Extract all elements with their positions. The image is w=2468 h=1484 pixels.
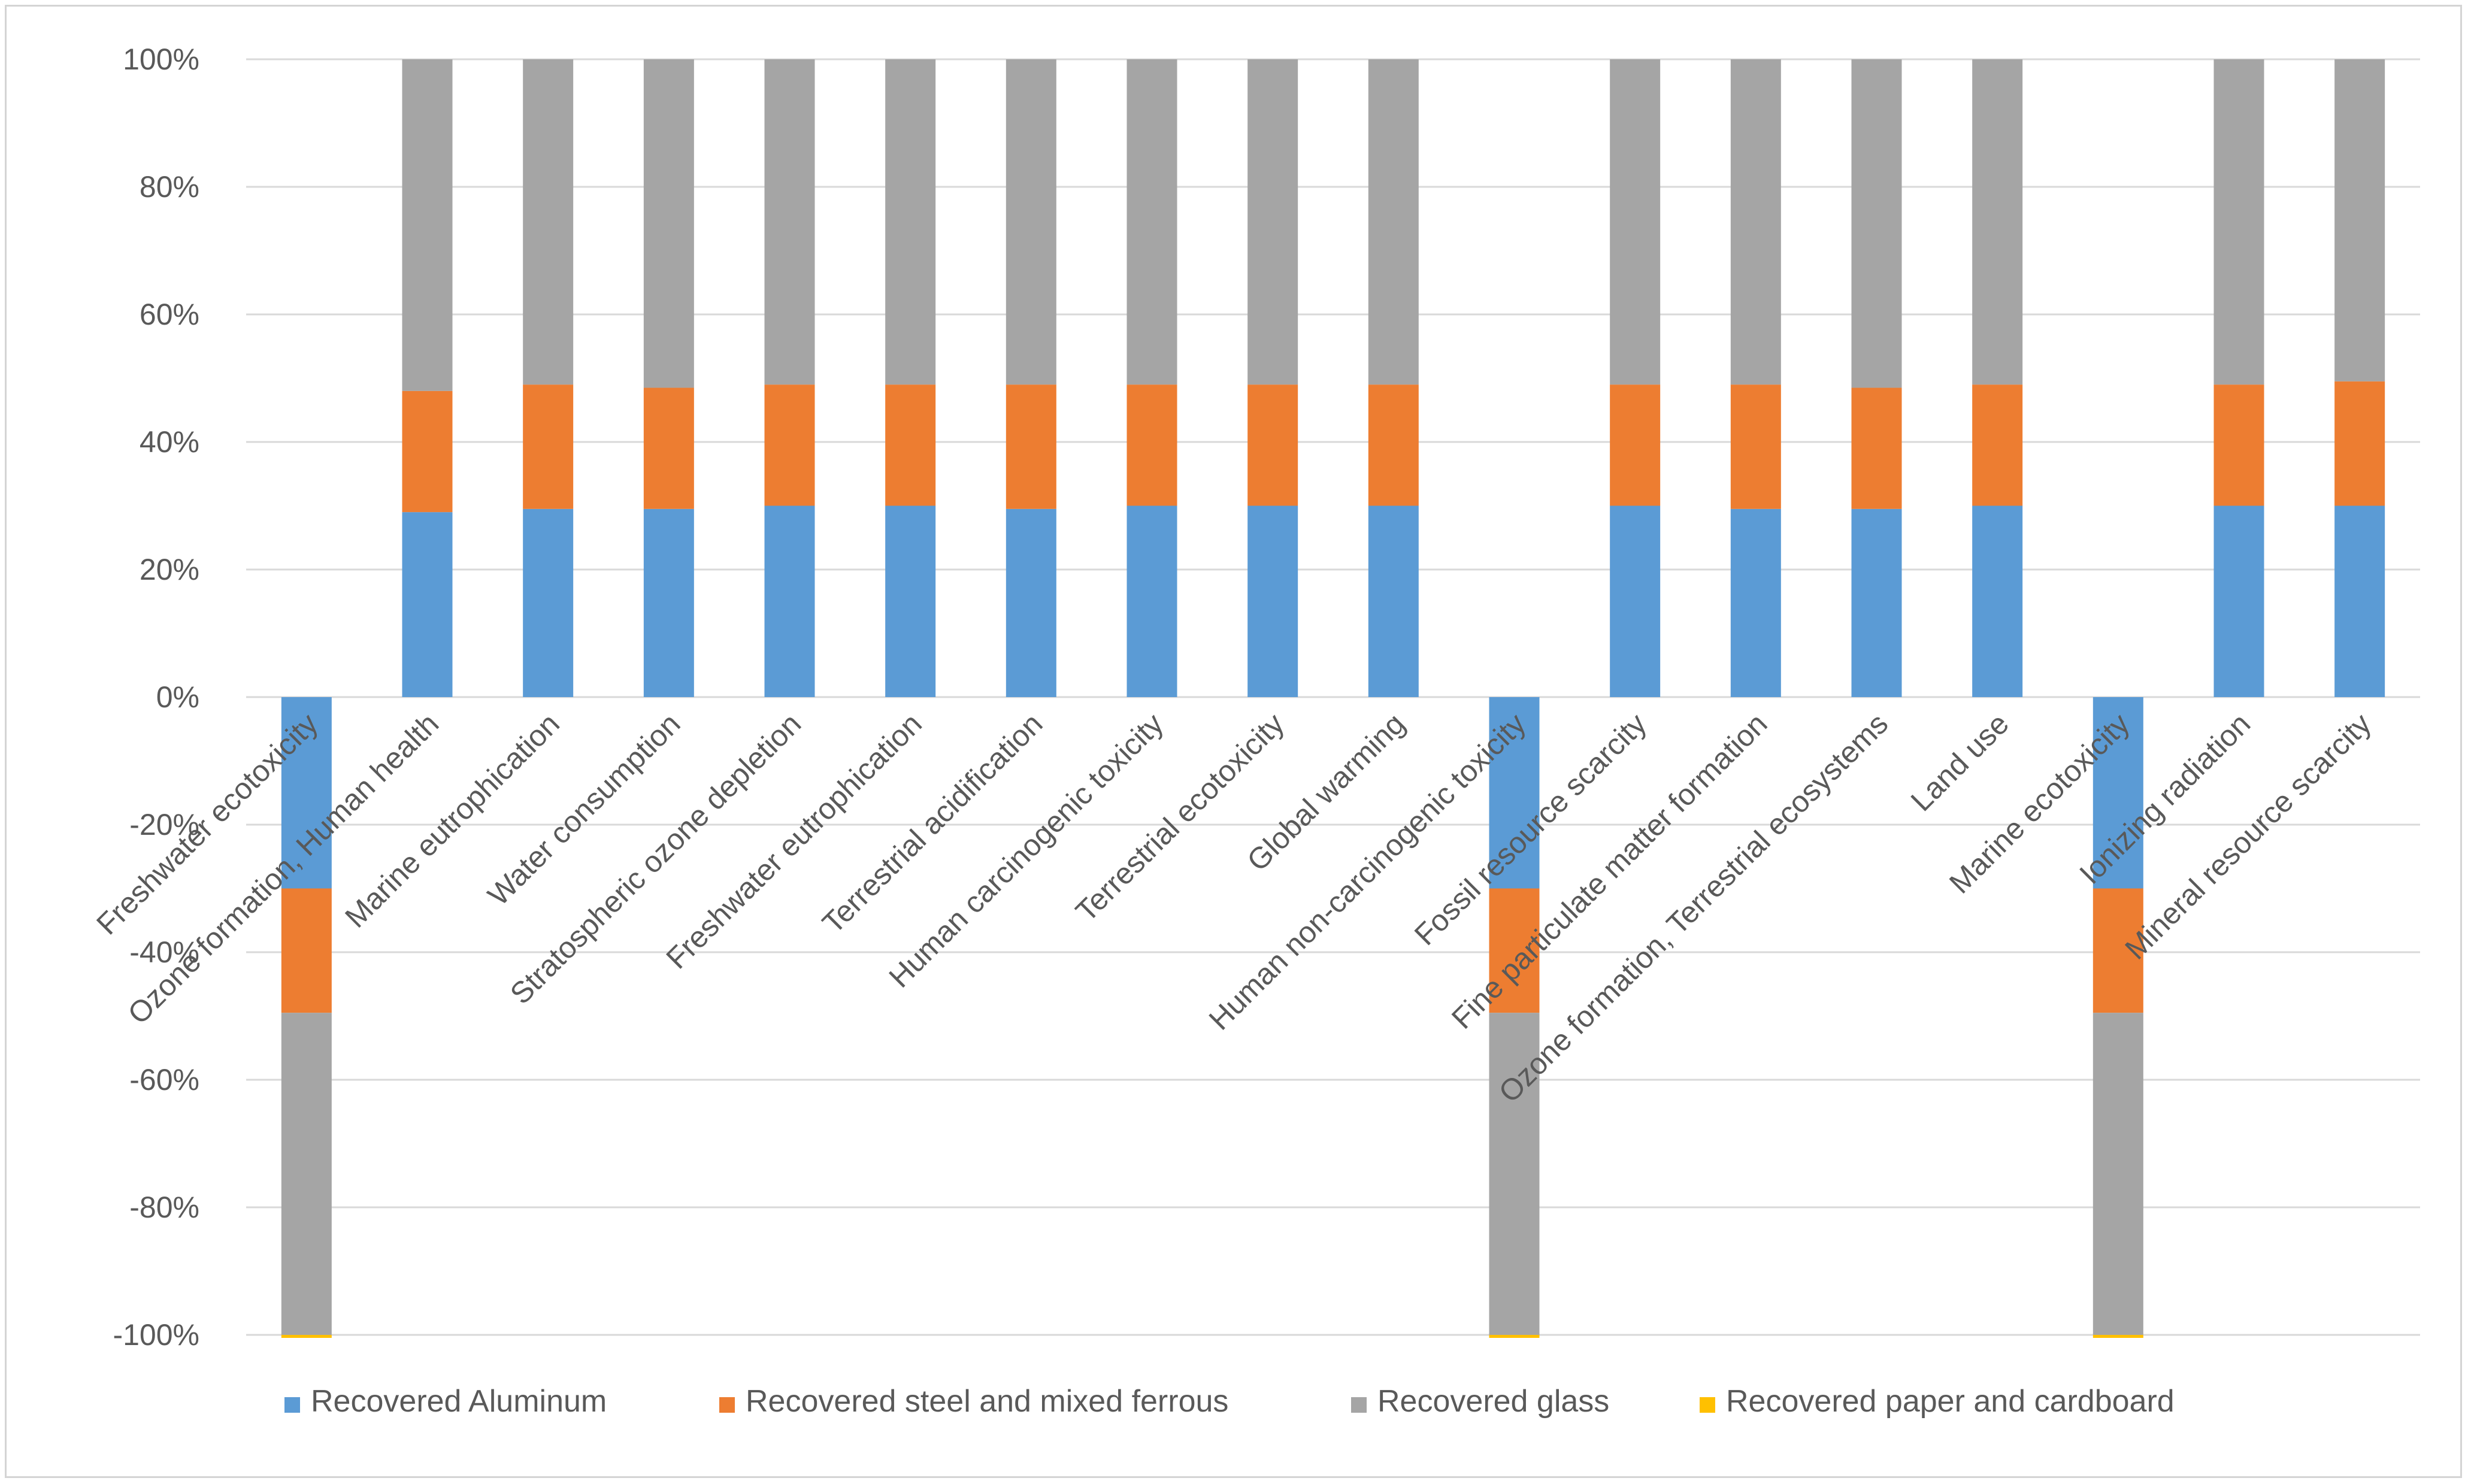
y-tick-label: 80% [140,170,199,204]
y-tick-label: 20% [140,553,199,586]
category-label: Mineral resource scarcity [2118,707,2378,966]
legend-label: Recovered paper and cardboard [1726,1384,2175,1419]
category-label: Terrestrial acidification [816,707,1049,940]
bar-segment [764,505,815,697]
bar-segment [1730,59,1781,385]
stacked-bar-chart: 100%80%60%40%20%0%-20%-40%-60%-80%-100% … [90,43,2420,1419]
legend-swatch [1351,1397,1367,1413]
category-label: Freshwater eutrophication [660,707,928,975]
bar-segment [1368,59,1419,385]
bar-segment [2092,1013,2143,1335]
bar-segment [1247,59,1298,385]
legend-label: Recovered steel and mixed ferrous [746,1384,1228,1419]
bar-segment [1610,505,1661,697]
bar-segment [1730,508,1781,697]
category-label: Terrestrial ecotoxicity [1069,707,1291,928]
bar-segment [402,512,453,697]
bar-segment [1730,384,1781,509]
bar-segment [1006,59,1056,385]
bar-segment [764,59,815,385]
y-tick-label: -20% [129,808,199,841]
bar-segment [1851,387,1902,509]
bar-segment [1127,505,1177,697]
bar-segment [1972,505,2023,697]
y-tick-label: 100% [123,43,199,76]
y-tick-label: 60% [140,298,199,331]
bar-segment [643,508,694,697]
bar-segment [1489,1013,1540,1335]
bar-segment [1368,505,1419,697]
bar-segment [1368,384,1419,506]
bar-segment [1610,384,1661,506]
bar-segment [885,505,936,697]
y-tick-label: -80% [129,1191,199,1224]
bar-segment [1006,384,1056,509]
bar-segment [1247,505,1298,697]
bar-segment [523,59,574,385]
legend: Recovered Aluminum Recovered steel and mi… [284,1384,2175,1419]
bar-segment [523,508,574,697]
bar-segment [1851,59,1902,388]
y-axis-tick-labels: 100% 80% 60% 40% 20% 0% -20% -40% -60% -80% -100% [113,43,199,1352]
bar-segment [2092,1335,2143,1338]
bar-segment [2334,59,2385,381]
gridlines [246,58,2420,1336]
bar-segment [1247,384,1298,506]
legend-swatch [719,1397,735,1413]
category-label: Marine eutrophication [338,707,566,934]
bar-segment [402,390,453,513]
y-tick-label: 40% [140,425,199,459]
bar-segment [885,384,936,506]
bar-segment [2092,697,2143,889]
bar-segment [2213,384,2264,506]
chart-frame: 100% 80% 60% 40% 20% 0% -20% -40% -60% -80% -100% … [5,5,2462,1478]
bar-segment [523,384,574,509]
bar-segment [764,384,815,506]
bars [281,59,2385,1338]
bar-segment [2334,381,2385,506]
bar-segment [281,1013,332,1335]
bar-segment [885,59,936,385]
bar-segment [1851,508,1902,697]
y-tick-label: -100% [113,1318,199,1352]
legend-swatch [284,1397,300,1413]
legend-label: Recovered Aluminum [311,1384,607,1419]
bar-segment [643,387,694,509]
legend-label: Recovered glass [1377,1384,1609,1419]
bar-segment [1489,888,1540,1013]
bar-segment [281,1335,332,1338]
legend-swatch [1700,1397,1715,1413]
bar-segment [1489,1335,1540,1338]
bar-segment [281,697,332,889]
bar-segment [402,59,453,391]
bar-segment [2213,59,2264,385]
category-label: Land use [1904,707,2015,817]
y-tick-label: -40% [129,935,199,969]
bar-segment [1972,384,2023,506]
y-tick-label: -60% [129,1063,199,1097]
bar-segment [1489,697,1540,889]
bar-segment [1972,59,2023,385]
bar-segment [1127,384,1177,506]
bar-segment [2213,505,2264,697]
y-tick-label: 0% [156,680,199,714]
bar-segment [2092,888,2143,1013]
bar-segment [2334,505,2385,697]
bar-segment [1610,59,1661,385]
bar-segment [643,59,694,388]
bar-segment [281,888,332,1013]
bar-segment [1127,59,1177,385]
bar-segment [1006,508,1056,697]
